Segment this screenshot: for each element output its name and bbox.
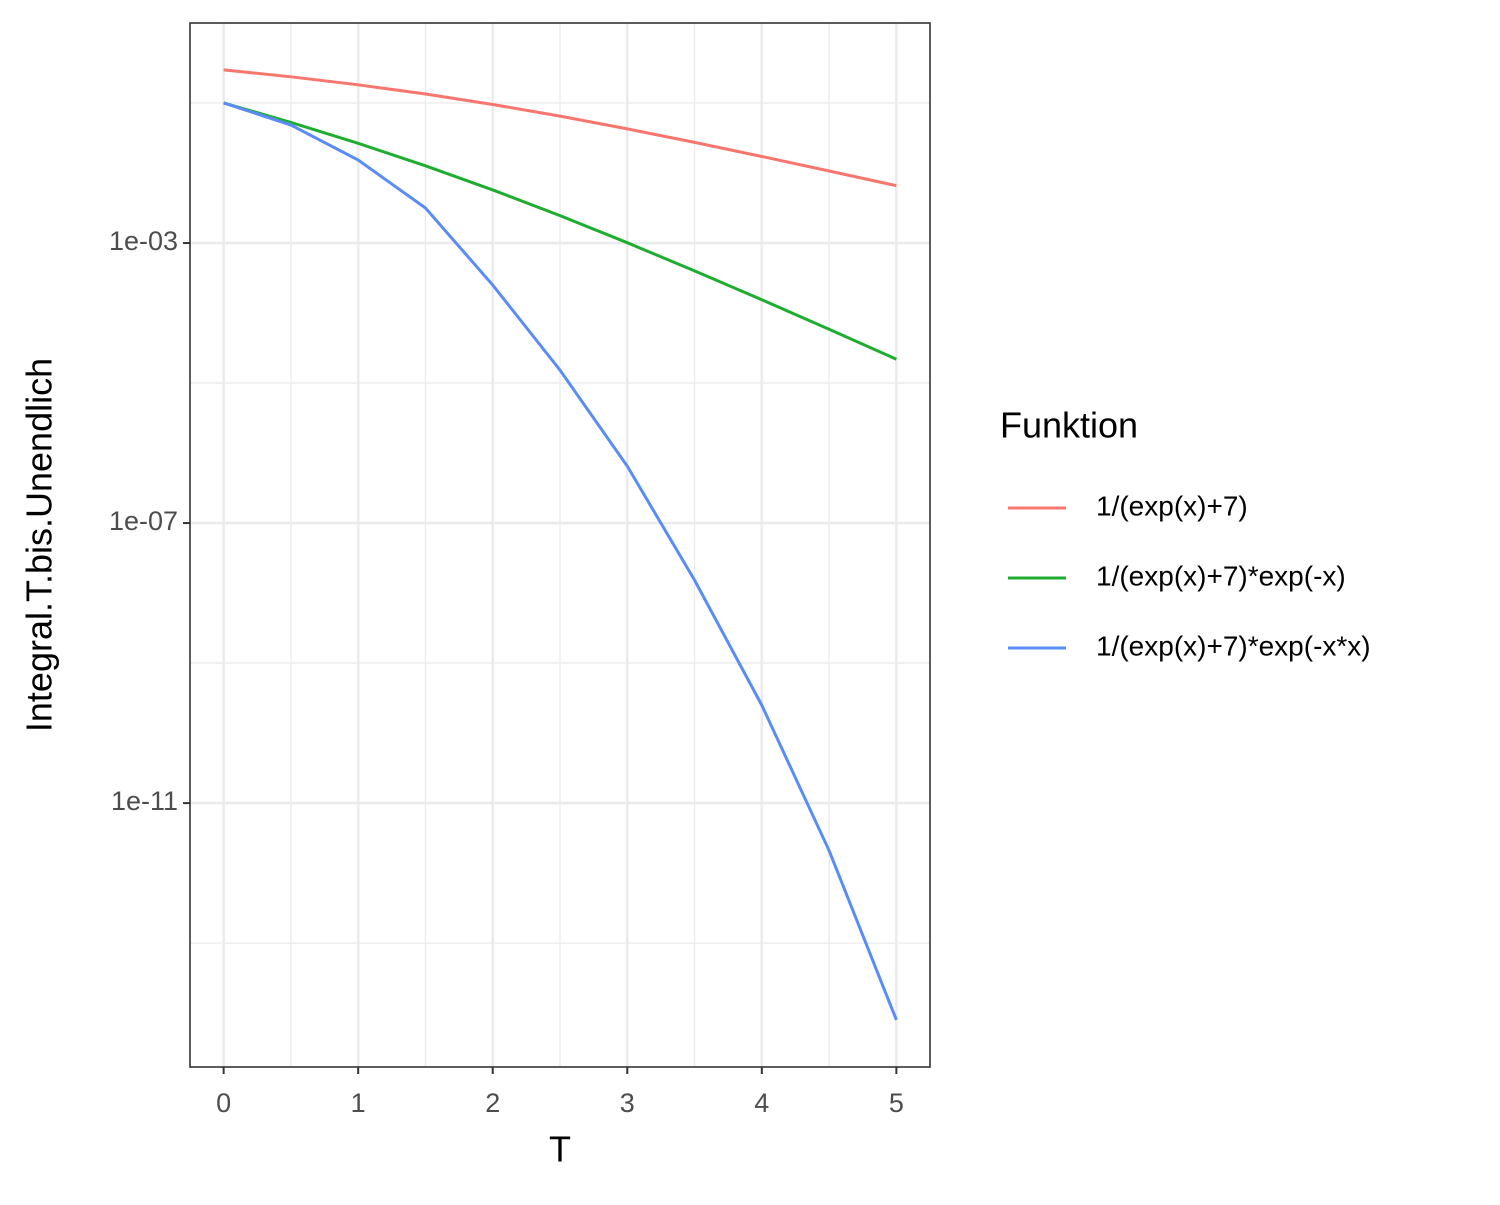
x-tick-label: 0 <box>216 1088 231 1118</box>
legend-title: Funktion <box>1000 405 1138 446</box>
x-tick-label: 3 <box>620 1088 635 1118</box>
legend-label: 1/(exp(x)+7)*exp(-x) <box>1096 560 1346 591</box>
x-axis-title: T <box>549 1129 571 1170</box>
y-tick-label: 1e-07 <box>109 506 178 536</box>
y-tick-label: 1e-11 <box>111 786 178 816</box>
legend-label: 1/(exp(x)+7)*exp(-x*x) <box>1096 630 1371 661</box>
legend-label: 1/(exp(x)+7) <box>1096 490 1248 521</box>
series-line <box>223 101 898 1021</box>
series-line <box>223 68 897 188</box>
x-tick-label: 1 <box>351 1088 366 1118</box>
series-line <box>223 101 897 361</box>
panel-border <box>189 22 931 1068</box>
y-tick-label: 1e-03 <box>109 226 178 256</box>
y-axis-title: Integral.T.bis.Unendlich <box>19 358 60 732</box>
x-tick-label: 4 <box>754 1088 769 1118</box>
x-tick-label: 5 <box>889 1088 904 1118</box>
x-tick-label: 2 <box>485 1088 500 1118</box>
